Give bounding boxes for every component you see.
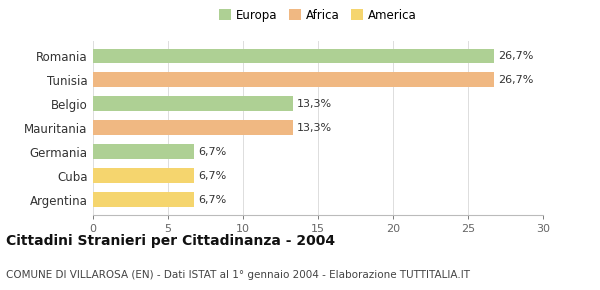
Bar <box>93 72 493 87</box>
Bar <box>93 97 293 111</box>
Text: 6,7%: 6,7% <box>198 195 226 204</box>
Text: Cittadini Stranieri per Cittadinanza - 2004: Cittadini Stranieri per Cittadinanza - 2… <box>6 234 335 248</box>
Text: 26,7%: 26,7% <box>498 75 533 85</box>
Bar <box>93 120 293 135</box>
Text: COMUNE DI VILLAROSA (EN) - Dati ISTAT al 1° gennaio 2004 - Elaborazione TUTTITAL: COMUNE DI VILLAROSA (EN) - Dati ISTAT al… <box>6 270 470 280</box>
Text: 13,3%: 13,3% <box>297 123 332 133</box>
Bar <box>93 144 193 159</box>
Legend: Europa, Africa, America: Europa, Africa, America <box>220 9 416 22</box>
Text: 26,7%: 26,7% <box>498 51 533 61</box>
Text: 6,7%: 6,7% <box>198 146 226 157</box>
Text: 6,7%: 6,7% <box>198 171 226 181</box>
Bar <box>93 168 193 183</box>
Bar <box>93 192 193 207</box>
Text: 13,3%: 13,3% <box>297 99 332 109</box>
Bar <box>93 48 493 63</box>
